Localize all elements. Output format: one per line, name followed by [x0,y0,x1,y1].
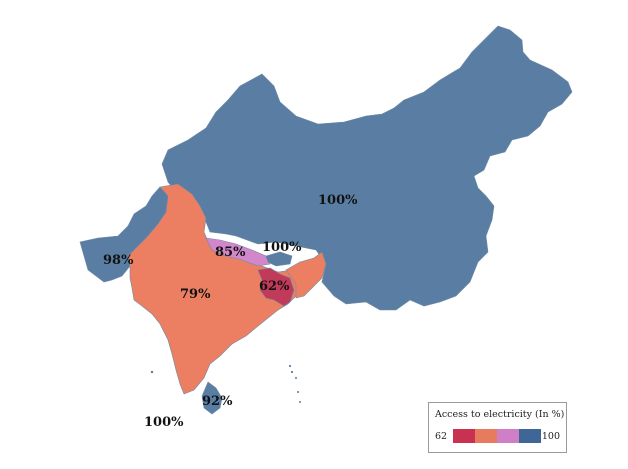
island-dot [295,377,297,379]
label-nepal: 85% [215,245,246,260]
region-bhutan[interactable] [265,251,293,267]
region-nepal[interactable] [205,237,271,267]
legend-min-label: 62 [435,431,448,442]
island-dot [288,364,292,368]
region-india-northeast[interactable] [285,251,327,299]
label-pakistan: 98% [103,253,134,268]
label-bhutan: 100% [262,240,302,255]
island-dot [297,391,299,393]
legend-swatch [519,429,541,443]
legend: Access to electricity (In %) 62 100 [428,402,567,453]
label-china: 100% [318,193,358,208]
region-china[interactable] [161,25,573,311]
legend-title: Access to electricity (In %) [435,409,565,420]
island-dot [299,401,301,403]
legend-swatch [453,429,475,443]
island-dot [290,370,294,374]
island-dot [150,370,154,374]
legend-swatch [497,429,519,443]
label-sri-lanka: 92% [202,394,233,409]
label-india: 79% [180,287,211,302]
legend-color-scale [453,429,541,443]
label-maldives: 100% [144,415,184,430]
legend-swatch [475,429,497,443]
region-bangladesh[interactable] [257,267,295,307]
legend-max-label: 100 [541,431,560,442]
region-sri-lanka[interactable] [201,381,223,415]
label-bangladesh: 62% [259,279,290,294]
